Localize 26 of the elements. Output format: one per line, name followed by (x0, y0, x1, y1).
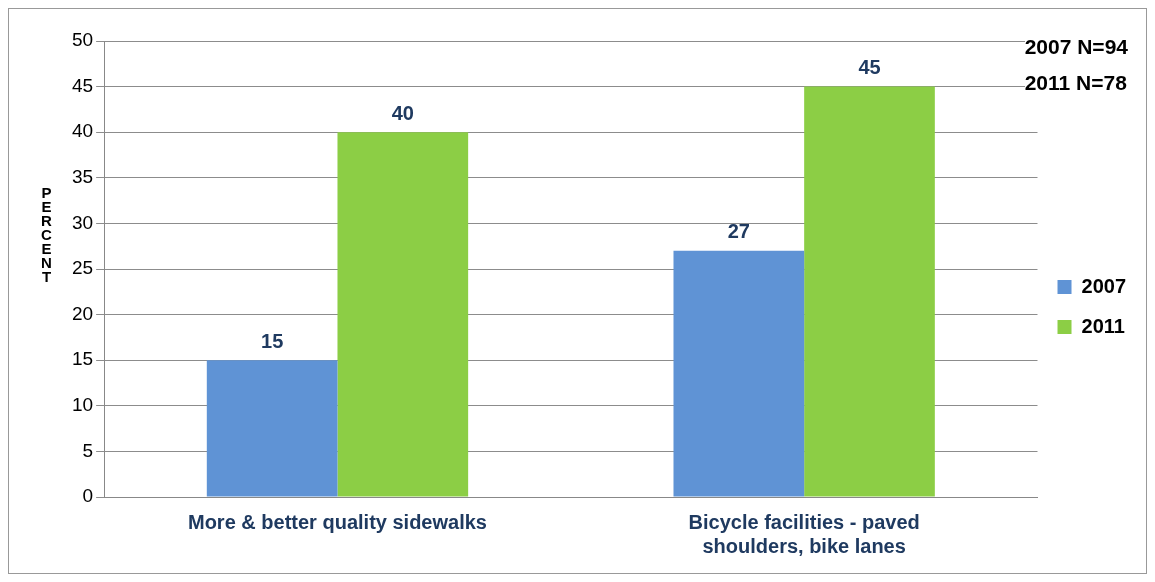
y-tick-label: 30 (71, 211, 94, 233)
legend-label: 2007 (1081, 274, 1127, 297)
bar (804, 86, 935, 497)
x-tick-label: More & better quality sidewalks (187, 510, 487, 533)
y-tick-label: 50 (71, 29, 94, 51)
data-label: 45 (858, 56, 881, 79)
y-tick-label: 35 (71, 166, 94, 188)
y-tick-label: 5 (82, 439, 94, 461)
y-axis-title: PERCENT (38, 184, 55, 282)
bar (206, 360, 338, 497)
bar (673, 250, 805, 497)
annotation: 2011 N=78 (1024, 65, 1128, 101)
y-tick-label: 15 (71, 348, 94, 370)
data-label: 40 (391, 101, 414, 124)
y-tick-label: 40 (71, 120, 94, 142)
y-tick-label: 20 (71, 302, 94, 324)
x-tick-label: Bicycle facilities - paved shoulders, bike lanes (688, 510, 920, 557)
data-label: 27 (727, 220, 750, 243)
bar (337, 132, 469, 497)
y-tick-label: 45 (71, 74, 94, 96)
annotation: 2007 N=94 (1024, 29, 1128, 65)
y-tick-label: 25 (71, 257, 94, 279)
y-tick-label: 10 (71, 394, 94, 416)
y-tick-label: 0 (82, 485, 94, 507)
data-label: 15 (261, 329, 284, 352)
legend-label: 2011 (1081, 314, 1125, 337)
